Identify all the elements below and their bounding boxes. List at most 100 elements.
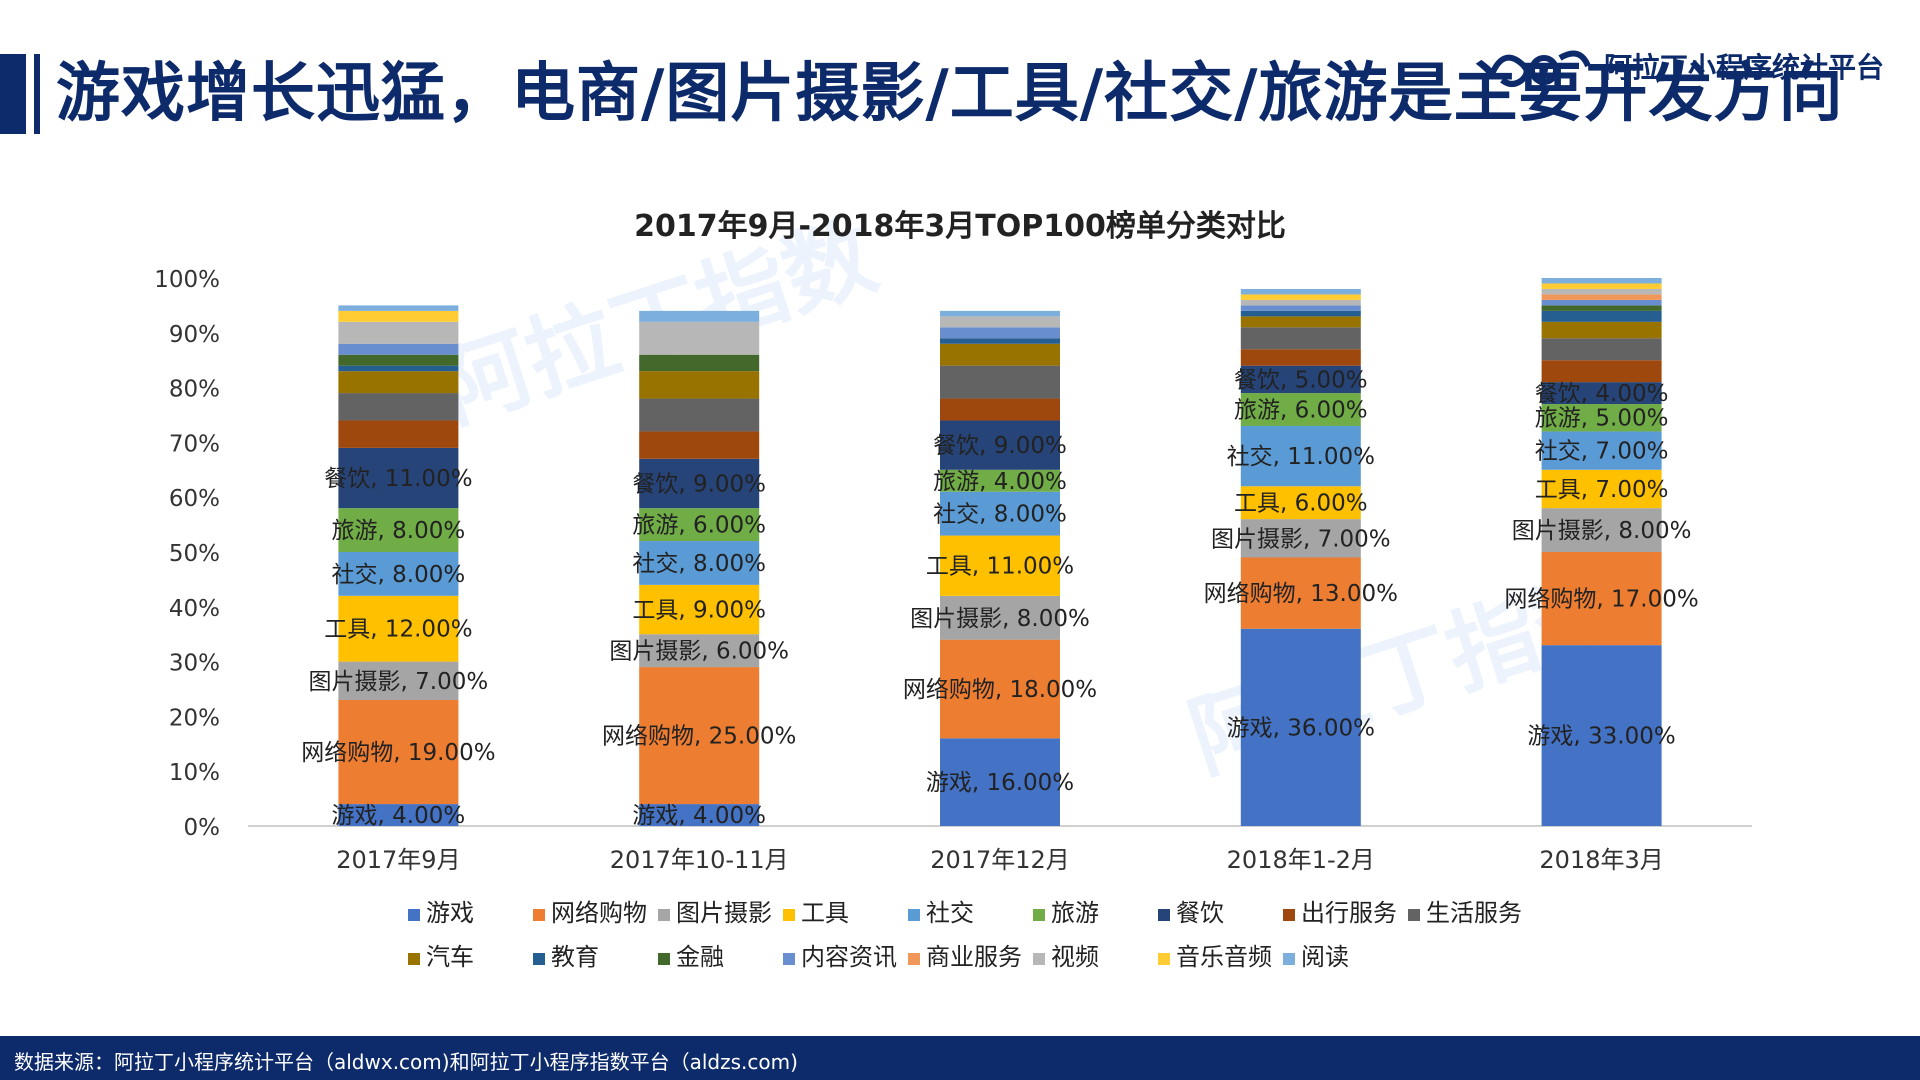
- legend-swatch: [1033, 953, 1045, 965]
- bar-segment: [1541, 310, 1662, 322]
- bar-segment: [1240, 393, 1361, 426]
- brand-logo: 阿拉丁小程序统计平台: [1484, 36, 1904, 96]
- bar-segment: [338, 595, 459, 662]
- data-label: 图片摄影, 7.00%: [1211, 526, 1391, 552]
- data-label: 图片摄影, 8.00%: [1512, 518, 1692, 544]
- bar-segment: [338, 321, 459, 344]
- data-label: 图片摄影, 7.00%: [309, 669, 489, 695]
- legend-label: 音乐音频: [1176, 943, 1272, 971]
- bar-segment: [338, 661, 459, 700]
- data-label: 游戏, 16.00%: [926, 770, 1074, 796]
- bar-segment: [639, 541, 760, 585]
- y-tick-label: 20%: [169, 705, 220, 731]
- bar-segment: [639, 584, 760, 635]
- legend-label: 生活服务: [1426, 899, 1522, 927]
- legend-swatch: [908, 909, 920, 921]
- y-tick-label: 80%: [169, 377, 220, 403]
- data-label: 游戏, 4.00%: [332, 803, 466, 829]
- data-label: 工具, 6.00%: [1234, 491, 1368, 517]
- bar-segment: [639, 310, 760, 322]
- bar-segment: [1240, 288, 1361, 295]
- data-label: 工具, 9.00%: [632, 598, 766, 624]
- bar-segment: [940, 398, 1060, 421]
- data-label: 图片摄影, 8.00%: [910, 606, 1090, 632]
- bar-segment: [1240, 305, 1361, 311]
- legend-swatch: [658, 953, 670, 965]
- x-tick-label: 2017年10-11月: [610, 846, 789, 874]
- bar-segment: [639, 508, 760, 542]
- legend-swatch: [1408, 909, 1420, 921]
- y-tick-label: 100%: [154, 267, 220, 293]
- bar-segment: [1541, 404, 1662, 432]
- data-label: 旅游, 5.00%: [1535, 406, 1669, 432]
- data-label: 游戏, 36.00%: [1227, 715, 1375, 741]
- data-label: 社交, 8.00%: [632, 551, 766, 577]
- bar-segment: [338, 343, 459, 355]
- title-accent-bar: [0, 54, 26, 134]
- bar-segment: [338, 305, 459, 311]
- legend-swatch: [1283, 909, 1295, 921]
- y-tick-label: 50%: [169, 541, 220, 567]
- data-label: 网络购物, 25.00%: [602, 724, 796, 750]
- bar-segment: [338, 371, 459, 394]
- data-label: 工具, 7.00%: [1535, 477, 1669, 503]
- legend-swatch: [783, 953, 795, 965]
- bar-segment: [639, 321, 760, 355]
- bar-segment: [1240, 425, 1361, 487]
- data-label: 社交, 7.00%: [1535, 439, 1669, 465]
- data-label: 社交, 11.00%: [1227, 444, 1375, 470]
- data-label: 餐饮, 5.00%: [1234, 367, 1368, 393]
- x-tick-label: 2017年9月: [336, 846, 460, 874]
- bar-segment: [940, 738, 1060, 826]
- bar-segment: [1541, 294, 1662, 300]
- bar-segment: [1240, 519, 1361, 558]
- bar-segment: [940, 316, 1060, 328]
- legend-swatch: [783, 909, 795, 921]
- bar-segment: [639, 634, 760, 668]
- bar-segment: [1240, 327, 1361, 350]
- bar-segment: [338, 447, 459, 509]
- bar-segment: [639, 431, 760, 459]
- legend-label: 餐饮: [1176, 899, 1224, 927]
- bar-segment: [1541, 360, 1662, 383]
- bar-segment: [1240, 316, 1361, 328]
- legend-swatch: [908, 953, 920, 965]
- bar-segment: [1541, 552, 1662, 646]
- bar-segment: [639, 458, 760, 509]
- bar-segment: [1240, 628, 1361, 826]
- data-label: 餐饮, 4.00%: [1535, 381, 1669, 407]
- data-label: 工具, 12.00%: [324, 617, 472, 643]
- bar-segment: [338, 310, 459, 322]
- bar-segment: [1240, 310, 1361, 317]
- bar-segment: [639, 354, 760, 372]
- bar-segment: [940, 491, 1060, 536]
- data-label: 社交, 8.00%: [332, 562, 466, 588]
- data-label: 网络购物, 19.00%: [301, 740, 495, 766]
- bar-segment: [338, 420, 459, 448]
- data-label: 旅游, 8.00%: [332, 518, 466, 544]
- data-label: 网络购物, 17.00%: [1504, 587, 1698, 613]
- legend-label: 视频: [1051, 943, 1099, 971]
- bar-segment: [940, 469, 1060, 492]
- legend-label: 金融: [676, 943, 724, 971]
- legend-swatch: [1283, 953, 1295, 965]
- bar-segment: [639, 804, 760, 826]
- x-tick-label: 2018年3月: [1539, 846, 1663, 874]
- bar-segment: [1541, 305, 1662, 311]
- y-tick-label: 70%: [169, 431, 220, 457]
- bar-segment: [338, 365, 459, 372]
- legend-label: 旅游: [1051, 899, 1099, 927]
- data-label: 图片摄影, 6.00%: [609, 639, 789, 665]
- bar-segment: [1240, 294, 1361, 300]
- x-tick-label: 2018年1-2月: [1227, 846, 1375, 874]
- data-label: 游戏, 33.00%: [1527, 724, 1675, 750]
- bar-segment: [1240, 349, 1361, 366]
- data-label: 旅游, 6.00%: [632, 513, 766, 539]
- bar-segment: [1541, 338, 1662, 361]
- legend-swatch: [408, 909, 420, 921]
- chart-svg: 2017年9月-2018年3月TOP100榜单分类对比 0% 10% 20% 30% 4…: [154, 209, 1752, 971]
- legend-label: 商业服务: [926, 943, 1022, 971]
- data-label: 旅游, 4.00%: [933, 469, 1067, 495]
- bar-segment: [1541, 283, 1662, 289]
